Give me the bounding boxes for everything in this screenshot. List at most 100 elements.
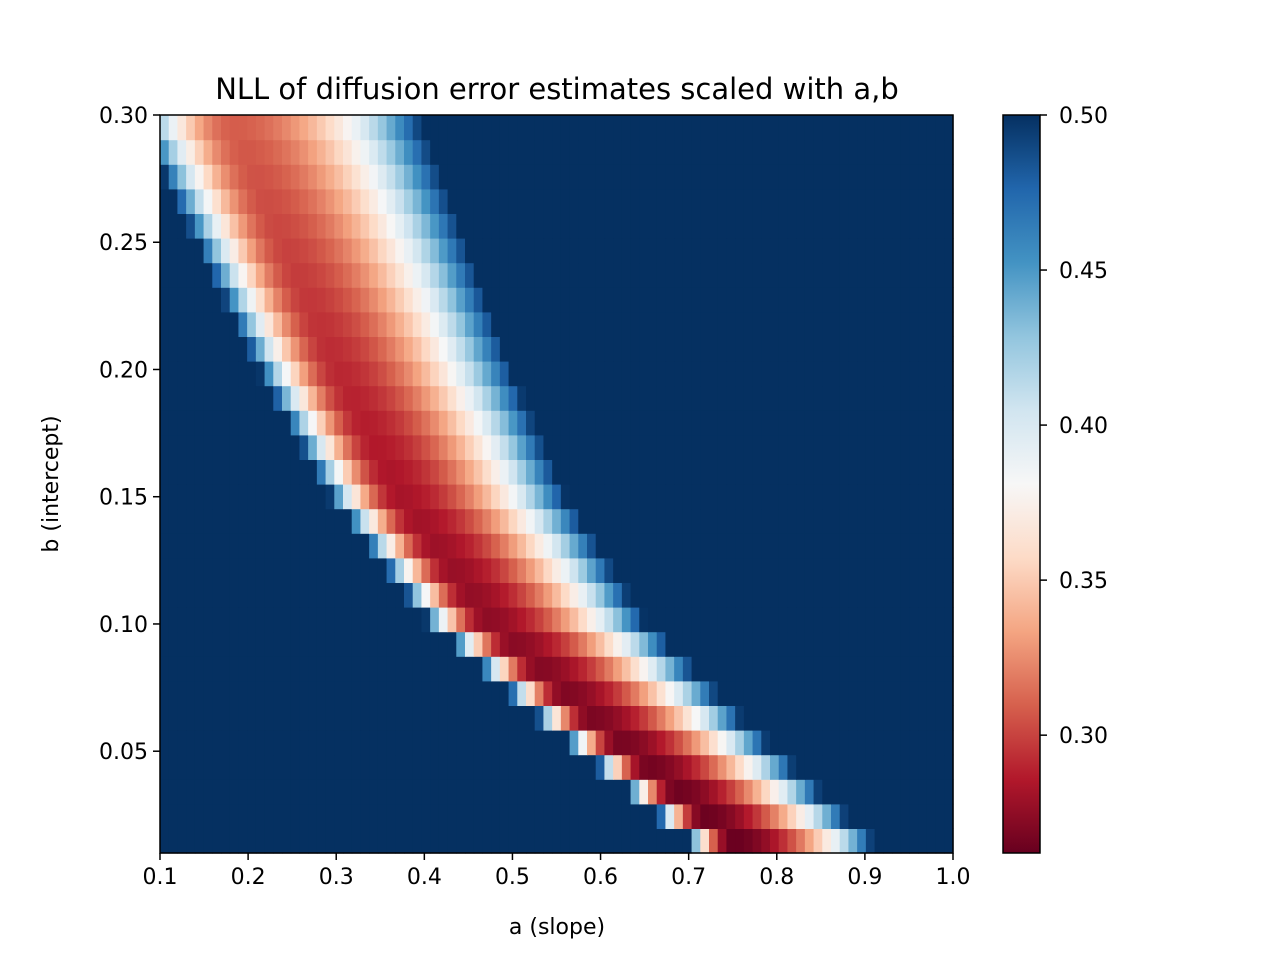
heatmap-cell xyxy=(186,164,196,190)
heatmap-cell xyxy=(839,459,850,485)
heatmap-cell xyxy=(770,262,780,288)
colorbar-tick-label: 0.50 xyxy=(1059,104,1108,129)
heatmap-cell xyxy=(918,484,928,510)
heatmap-cell xyxy=(168,828,179,854)
heatmap-cell xyxy=(926,582,937,608)
heatmap-cell xyxy=(778,361,789,387)
heatmap-cell xyxy=(482,311,492,337)
heatmap-cell xyxy=(796,680,806,706)
heatmap-cell xyxy=(700,484,710,510)
colorbar-tick-label: 0.35 xyxy=(1059,569,1108,594)
heatmap-cell xyxy=(203,607,213,633)
heatmap-cell xyxy=(735,213,745,239)
heatmap-cell xyxy=(273,164,283,190)
heatmap-cell xyxy=(229,459,240,485)
heatmap-cell xyxy=(656,656,667,682)
heatmap-cell xyxy=(656,680,667,706)
heatmap-cell xyxy=(944,434,954,460)
heatmap-cell xyxy=(865,238,876,264)
heatmap-cell xyxy=(639,115,649,141)
heatmap-cell xyxy=(578,656,588,682)
heatmap-cell xyxy=(491,754,501,780)
heatmap-cell xyxy=(813,188,823,214)
heatmap-cell xyxy=(369,631,379,657)
heatmap-cell xyxy=(944,533,954,559)
heatmap-cell xyxy=(491,262,501,288)
heatmap-cell xyxy=(377,459,388,485)
heatmap-cell xyxy=(299,508,309,534)
heatmap-cell xyxy=(334,262,344,288)
heatmap-cell xyxy=(212,434,222,460)
heatmap-cell xyxy=(360,238,370,264)
heatmap-cell xyxy=(526,582,536,608)
heatmap-cell xyxy=(386,287,396,313)
heatmap-cell xyxy=(621,213,632,239)
heatmap-cell xyxy=(935,238,945,264)
heatmap-cell xyxy=(395,434,405,460)
heatmap-cell xyxy=(194,164,205,190)
heatmap-cell xyxy=(377,631,388,657)
heatmap-cell xyxy=(221,557,231,583)
heatmap-cell xyxy=(360,139,370,165)
heatmap-cell xyxy=(534,533,545,559)
heatmap-cell xyxy=(308,705,318,731)
heatmap-cell xyxy=(656,336,667,362)
heatmap-cell xyxy=(212,803,222,829)
heatmap-cell xyxy=(578,631,588,657)
heatmap-cell xyxy=(648,139,658,165)
heatmap-cell xyxy=(168,238,179,264)
heatmap-cell xyxy=(543,533,553,559)
heatmap-cell xyxy=(308,803,318,829)
heatmap-cell xyxy=(212,287,222,313)
heatmap-cell xyxy=(412,311,423,337)
heatmap-cell xyxy=(534,656,545,682)
heatmap-cell xyxy=(543,557,553,583)
heatmap-cell xyxy=(412,459,423,485)
heatmap-cell xyxy=(343,459,353,485)
heatmap-cell xyxy=(691,533,701,559)
heatmap-cell xyxy=(752,287,762,313)
heatmap-cell xyxy=(212,385,222,411)
heatmap-cell xyxy=(438,361,449,387)
heatmap-cell xyxy=(892,754,902,780)
heatmap-cell xyxy=(883,459,893,485)
heatmap-cell xyxy=(578,803,588,829)
heatmap-cell xyxy=(813,705,823,731)
heatmap-cell xyxy=(168,533,179,559)
heatmap-cell xyxy=(752,533,762,559)
heatmap-cell xyxy=(796,582,806,608)
heatmap-cell xyxy=(691,582,701,608)
heatmap-cell xyxy=(665,730,675,756)
heatmap-cell xyxy=(900,139,911,165)
heatmap-cell xyxy=(778,459,789,485)
heatmap-cell xyxy=(430,754,440,780)
heatmap-cell xyxy=(787,656,797,682)
heatmap-cell xyxy=(909,607,919,633)
heatmap-cell xyxy=(343,410,353,436)
heatmap-cell xyxy=(778,336,789,362)
heatmap-cell xyxy=(177,434,187,460)
heatmap-cell xyxy=(491,730,501,756)
heatmap-cell xyxy=(630,484,640,510)
heatmap-cell xyxy=(648,459,658,485)
heatmap-cell xyxy=(648,262,658,288)
heatmap-cell xyxy=(160,434,170,460)
heatmap-cell xyxy=(787,730,797,756)
heatmap-cell xyxy=(360,213,370,239)
heatmap-cell xyxy=(726,164,736,190)
heatmap-cell xyxy=(874,607,884,633)
heatmap-cell xyxy=(621,484,632,510)
heatmap-cell xyxy=(665,607,675,633)
heatmap-cell xyxy=(499,336,510,362)
heatmap-cell xyxy=(587,557,597,583)
heatmap-cell xyxy=(578,680,588,706)
heatmap-cell xyxy=(700,336,710,362)
heatmap-cell xyxy=(386,188,396,214)
heatmap-cell xyxy=(499,557,510,583)
heatmap-cell xyxy=(682,238,693,264)
heatmap-cell xyxy=(883,410,893,436)
heatmap-cell xyxy=(534,828,545,854)
heatmap-cell xyxy=(386,336,396,362)
heatmap-cell xyxy=(909,385,919,411)
heatmap-cell xyxy=(778,188,789,214)
